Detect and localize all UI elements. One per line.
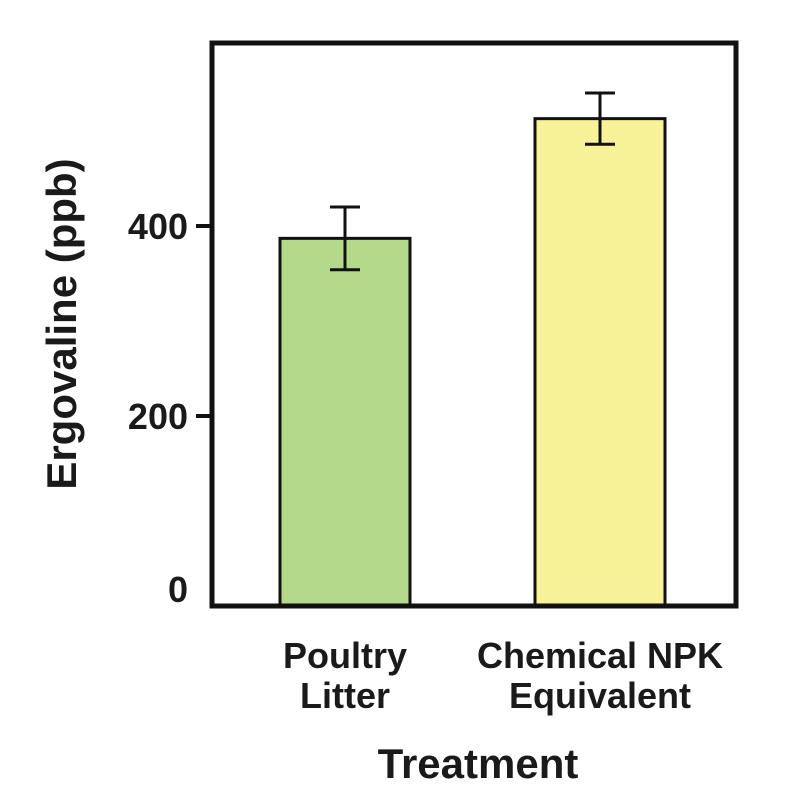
plot-frame [209, 40, 739, 609]
error-bar-1 [330, 205, 360, 272]
x-tick-label-line: Equivalent [509, 675, 691, 716]
y-tick-label: 400 [128, 206, 188, 247]
x-tick-label-2: Chemical NPK Equivalent [477, 635, 723, 716]
x-tick-label-line: Chemical NPK [477, 635, 723, 676]
y-tick-label: 200 [128, 396, 188, 437]
bars-layer [278, 117, 667, 608]
bar-2 [533, 117, 667, 608]
error-bar-2 [585, 91, 615, 146]
x-tick-label-line: Poultry [283, 635, 407, 676]
x-axis-categories: Poultry Litter Chemical NPK Equivalent [283, 635, 723, 716]
bar-1 [278, 236, 412, 608]
y-tick-label: 0 [168, 569, 188, 610]
error-bars-layer [330, 91, 615, 272]
y-axis-title: Ergovaline (ppb) [38, 158, 85, 489]
x-axis-title: Treatment [378, 740, 579, 787]
x-tick-label-line: Litter [300, 675, 390, 716]
x-tick-label-1: Poultry Litter [283, 635, 407, 716]
y-axis-ticks: 0 200 400 [128, 206, 212, 610]
